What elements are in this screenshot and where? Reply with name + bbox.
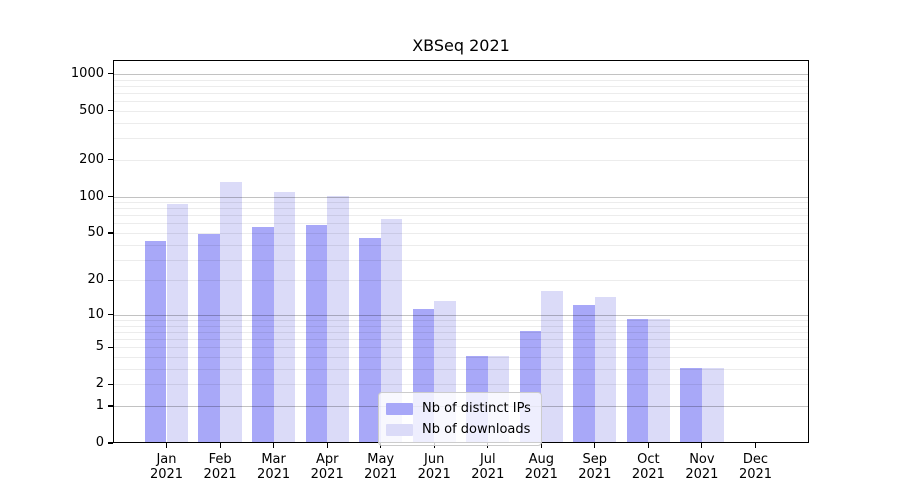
- y-tick-mark: [108, 442, 113, 444]
- gridline-500: [114, 110, 808, 112]
- x-tick-label: Sep 2021: [578, 452, 612, 482]
- bar-nb-of-distinct-ips-apr-2021: [305, 225, 328, 442]
- x-tick-mark: [754, 443, 757, 448]
- gridline-8: [114, 325, 808, 327]
- y-tick-mark: [108, 159, 113, 161]
- gridline-4: [114, 357, 808, 358]
- x-tick-label: Jan 2021: [149, 452, 184, 482]
- bar-nb-of-downloads-sep-2021: [594, 297, 617, 442]
- y-tick-label: 10: [87, 306, 104, 322]
- legend-label-distinct-ips: Nb of distinct IPs: [422, 401, 531, 416]
- gridline-1000: [114, 73, 808, 75]
- x-tick-mark: [701, 443, 703, 448]
- gridline-600: [114, 101, 808, 103]
- gridline-30: [114, 259, 808, 261]
- bar-nb-of-distinct-ips-jan-2021: [144, 241, 167, 442]
- y-tick-label: 50: [87, 225, 104, 240]
- y-tick-label: 1000: [70, 65, 104, 81]
- x-tick-mark: [273, 443, 275, 448]
- y-tick-mark: [108, 195, 113, 198]
- y-tick-mark: [108, 232, 113, 234]
- x-tick-mark: [540, 443, 542, 448]
- gridline-9: [114, 320, 808, 321]
- x-tick-label: Mar 2021: [257, 452, 291, 482]
- y-tick-mark: [108, 279, 113, 281]
- y-tick-mark: [108, 346, 113, 348]
- x-tick-label: Jun 2021: [417, 452, 451, 482]
- bar-nb-of-distinct-ips-feb-2021: [198, 234, 221, 442]
- x-tick-label: May 2021: [364, 452, 398, 482]
- gridline-5: [114, 347, 808, 349]
- gridline-6: [114, 339, 808, 341]
- y-tick-label: 2: [95, 376, 104, 392]
- bar-nb-of-downloads-feb-2021: [220, 181, 242, 442]
- y-tick-label: 100: [79, 188, 104, 204]
- bar-nb-of-distinct-ips-sep-2021: [573, 305, 595, 442]
- gridline-40: [114, 244, 808, 246]
- x-tick-label: Feb 2021: [203, 452, 237, 482]
- bar-nb-of-downloads-apr-2021: [327, 195, 349, 442]
- legend-item-distinct-ips: Nb of distinct IPs: [386, 398, 531, 419]
- gridline-3: [114, 368, 808, 370]
- x-tick-label: Nov 2021: [685, 452, 719, 482]
- gridline-10: [114, 314, 808, 316]
- gridline-800: [114, 85, 808, 87]
- bar-nb-of-downloads-mar-2021: [273, 191, 296, 442]
- y-tick-label: 20: [87, 272, 104, 288]
- x-tick-mark: [219, 443, 221, 448]
- y-tick-mark: [108, 314, 113, 316]
- gridline-70: [114, 215, 808, 217]
- legend: Nb of distinct IPs Nb of downloads: [378, 392, 542, 446]
- gridline-80: [114, 208, 808, 210]
- bar-nb-of-distinct-ips-oct-2021: [626, 319, 649, 442]
- gridline-20: [114, 280, 808, 282]
- gridline-900: [114, 79, 808, 81]
- x-tick-mark: [165, 443, 168, 448]
- y-tick-label: 500: [79, 102, 104, 118]
- legend-swatch-distinct-ips: [386, 402, 413, 415]
- legend-item-downloads: Nb of downloads: [386, 419, 531, 440]
- legend-label-downloads: Nb of downloads: [422, 422, 531, 437]
- gridline-50: [114, 233, 808, 234]
- bar-nb-of-downloads-oct-2021: [648, 319, 671, 442]
- y-tick-label: 200: [79, 151, 104, 167]
- gridline-400: [114, 122, 808, 124]
- y-tick-mark: [108, 110, 113, 112]
- gridline-60: [114, 223, 808, 225]
- bar-nb-of-distinct-ips-mar-2021: [251, 227, 274, 442]
- gridline-7: [114, 331, 808, 333]
- bar-nb-of-downloads-jan-2021: [166, 204, 189, 442]
- x-tick-label: Dec 2021: [738, 452, 773, 482]
- y-tick-label: 5: [95, 339, 104, 355]
- bar-nb-of-downloads-may-2021: [380, 219, 403, 442]
- y-tick-mark: [108, 383, 113, 385]
- y-tick-mark: [108, 73, 113, 75]
- x-tick-mark: [326, 443, 328, 448]
- x-tick-label: Apr 2021: [310, 452, 344, 482]
- bar-nb-of-distinct-ips-may-2021: [359, 237, 381, 442]
- x-tick-mark: [594, 443, 596, 448]
- x-tick-label: Oct 2021: [631, 452, 665, 482]
- legend-swatch-downloads: [386, 423, 413, 436]
- gridline-200: [114, 159, 808, 161]
- bar-nb-of-downloads-nov-2021: [701, 367, 724, 442]
- gridline-700: [114, 93, 808, 94]
- gridline-100: [114, 196, 808, 198]
- bar-nb-of-downloads-aug-2021: [541, 290, 563, 442]
- gridline-2: [114, 384, 808, 386]
- y-tick-label: 1: [95, 398, 104, 413]
- x-tick-label: Jul 2021: [471, 452, 505, 482]
- x-tick-mark: [647, 443, 649, 448]
- x-tick-label: Aug 2021: [524, 452, 558, 482]
- gridline-90: [114, 202, 808, 203]
- y-tick-label: 0: [95, 435, 104, 450]
- chart-title: XBSeq 2021: [412, 36, 510, 55]
- y-tick-mark: [108, 405, 113, 407]
- bar-nb-of-distinct-ips-nov-2021: [680, 367, 702, 442]
- gridline-300: [114, 138, 808, 140]
